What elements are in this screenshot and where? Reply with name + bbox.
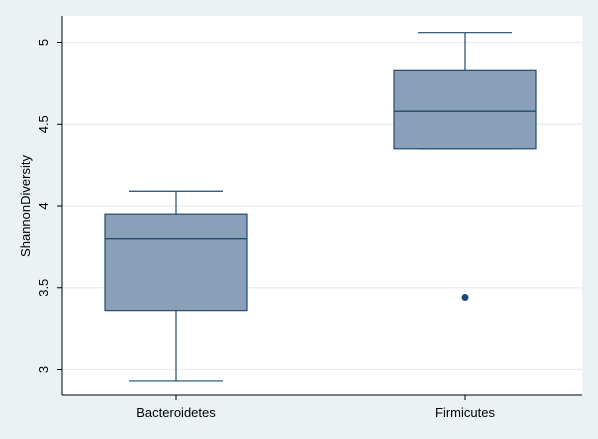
y-axis-label: ShannonDiversity [18, 155, 33, 257]
y-tick-label-1: 3.5 [36, 279, 51, 297]
y-tick-label-2: 4 [36, 202, 51, 209]
y-tick-label-3: 4.5 [36, 115, 51, 133]
box-iqr-1 [393, 69, 537, 150]
box-1 [393, 32, 537, 302]
x-tick-label-1: Firmicutes [435, 405, 495, 420]
box-iqr-0 [104, 213, 248, 312]
axes: 3 3.5 4 4.5 5 Bacteroidetes Firmicutes [36, 16, 582, 420]
outlier-point-1-0 [461, 294, 469, 302]
y-tick-label-4: 5 [36, 39, 51, 46]
box-0 [104, 190, 248, 382]
x-tick-label-0: Bacteroidetes [136, 405, 216, 420]
boxes-layer [104, 32, 537, 382]
y-tick-label-0: 3 [36, 366, 51, 373]
